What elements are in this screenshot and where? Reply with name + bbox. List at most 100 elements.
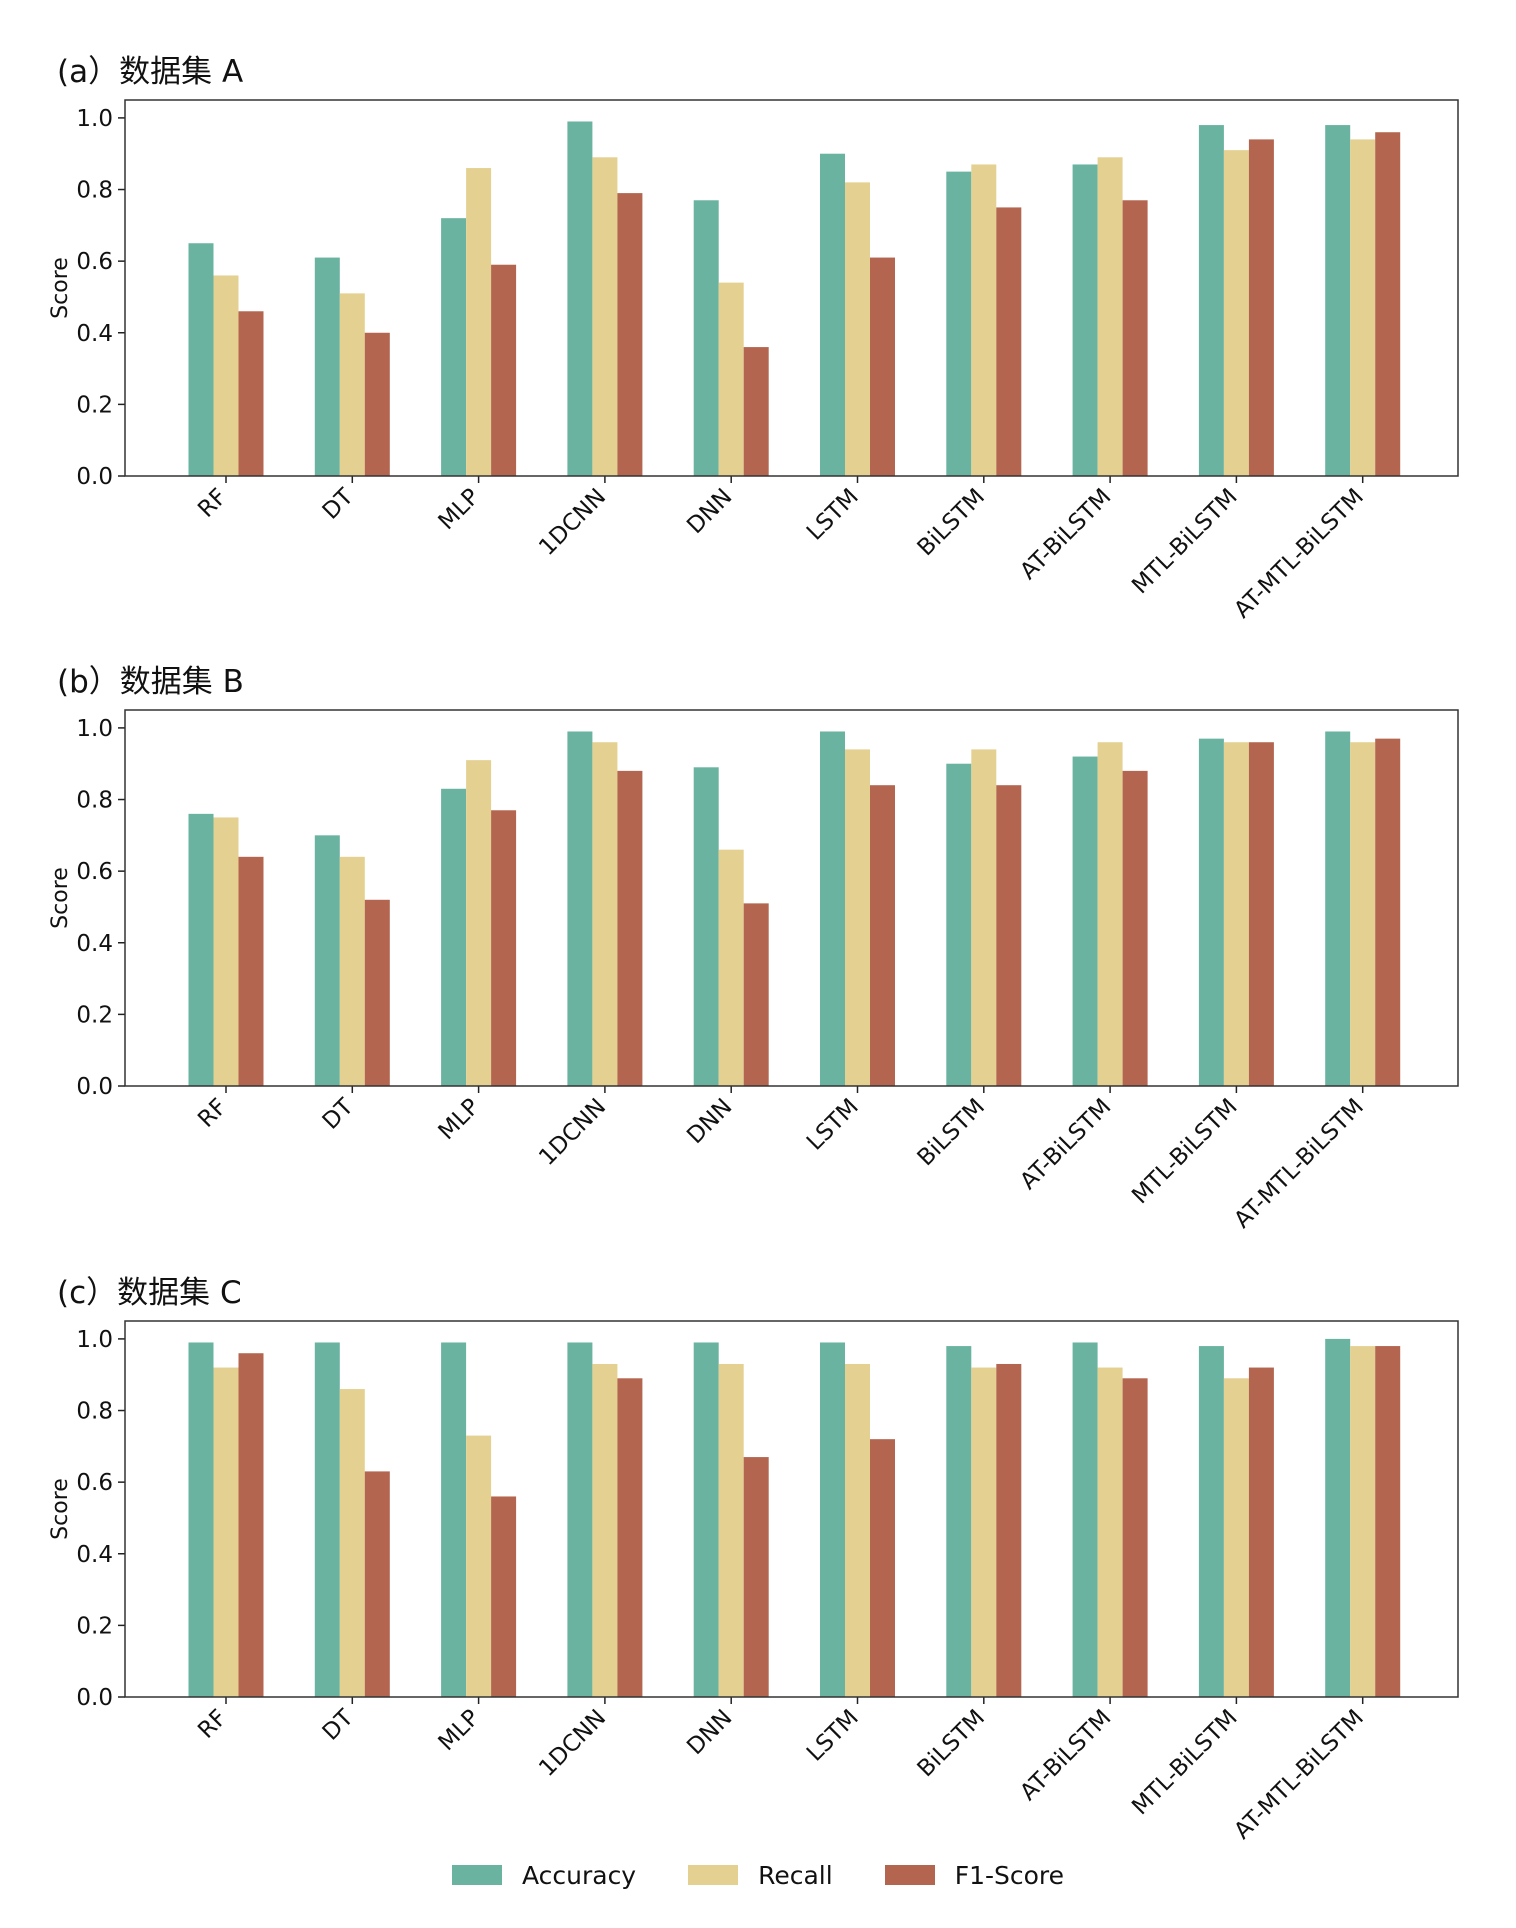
bar-f1-score-mlp[interactable] bbox=[491, 810, 517, 1086]
bar-recall-dnn[interactable] bbox=[718, 282, 744, 476]
bar-recall-rf[interactable] bbox=[213, 817, 239, 1086]
bar-f1-score-at-bilstm[interactable] bbox=[1122, 200, 1148, 476]
bar-f1-score-at-mtl-bilstm[interactable] bbox=[1375, 132, 1401, 476]
bar-accuracy-dnn[interactable] bbox=[693, 1342, 719, 1697]
bar-recall-dnn[interactable] bbox=[718, 1363, 744, 1697]
bar-f1-score-at-bilstm[interactable] bbox=[1122, 770, 1148, 1086]
bar-recall-lstm[interactable] bbox=[845, 182, 870, 476]
y-axis-label: Score bbox=[48, 867, 73, 929]
x-tick-label-mtl-bilstm: MTL-BiLSTM bbox=[1127, 1705, 1242, 1820]
bar-f1-score-dnn[interactable] bbox=[743, 347, 769, 476]
x-tick-label-at-bilstm: AT-BiLSTM bbox=[1015, 1705, 1116, 1806]
bar-f1-score-dt[interactable] bbox=[364, 899, 390, 1086]
bar-f1-score-mtl-bilstm[interactable] bbox=[1248, 1367, 1274, 1697]
bar-f1-score-rf[interactable] bbox=[238, 311, 264, 476]
bar-f1-score-lstm[interactable] bbox=[870, 785, 895, 1086]
bar-recall-mlp[interactable] bbox=[466, 1435, 492, 1697]
bar-f1-score-rf[interactable] bbox=[238, 1353, 264, 1697]
bar-f1-score-dt[interactable] bbox=[364, 332, 390, 476]
bar-recall-dnn[interactable] bbox=[718, 849, 744, 1086]
bar-f1-score-at-bilstm[interactable] bbox=[1122, 1378, 1148, 1697]
bar-accuracy-dnn[interactable] bbox=[693, 767, 719, 1086]
bar-accuracy-at-mtl-bilstm[interactable] bbox=[1325, 731, 1351, 1086]
x-tick-label-dt: DT bbox=[318, 483, 360, 525]
bar-recall-bilstm[interactable] bbox=[971, 749, 997, 1086]
bar-accuracy-mtl-bilstm[interactable] bbox=[1198, 738, 1224, 1086]
bar-accuracy-dt[interactable] bbox=[314, 257, 340, 476]
bar-recall-mlp[interactable] bbox=[466, 760, 492, 1086]
bar-recall-at-mtl-bilstm[interactable] bbox=[1350, 139, 1376, 476]
bar-accuracy-at-bilstm[interactable] bbox=[1072, 1342, 1098, 1697]
bar-accuracy-lstm[interactable] bbox=[820, 153, 845, 476]
bar-f1-score-bilstm[interactable] bbox=[996, 1363, 1022, 1697]
bar-accuracy-1dcnn[interactable] bbox=[567, 121, 593, 476]
bar-accuracy-rf[interactable] bbox=[188, 243, 214, 476]
bar-recall-1dcnn[interactable] bbox=[592, 742, 618, 1086]
bar-accuracy-mtl-bilstm[interactable] bbox=[1198, 125, 1224, 477]
bar-accuracy-dnn[interactable] bbox=[693, 200, 719, 476]
bar-accuracy-lstm[interactable] bbox=[820, 1342, 845, 1697]
bar-accuracy-mlp[interactable] bbox=[441, 788, 467, 1086]
bar-recall-mtl-bilstm[interactable] bbox=[1223, 150, 1249, 476]
bar-accuracy-at-mtl-bilstm[interactable] bbox=[1325, 1338, 1351, 1697]
bar-recall-at-mtl-bilstm[interactable] bbox=[1350, 742, 1376, 1086]
legend-item-f1-score[interactable]: F1-Score bbox=[884, 1861, 1064, 1890]
bar-accuracy-mlp[interactable] bbox=[441, 1342, 467, 1697]
bar-accuracy-1dcnn[interactable] bbox=[567, 731, 593, 1086]
bar-recall-mtl-bilstm[interactable] bbox=[1223, 1378, 1249, 1697]
bar-f1-score-lstm[interactable] bbox=[870, 257, 895, 476]
bar-recall-mlp[interactable] bbox=[466, 168, 492, 477]
bar-f1-score-1dcnn[interactable] bbox=[617, 770, 643, 1086]
bar-accuracy-rf[interactable] bbox=[188, 1342, 214, 1697]
bar-f1-score-1dcnn[interactable] bbox=[617, 1378, 643, 1697]
bar-recall-dt[interactable] bbox=[339, 856, 365, 1086]
bar-f1-score-bilstm[interactable] bbox=[996, 785, 1022, 1086]
bar-recall-lstm[interactable] bbox=[845, 1363, 870, 1697]
bar-f1-score-dnn[interactable] bbox=[743, 1457, 769, 1697]
bar-accuracy-at-mtl-bilstm[interactable] bbox=[1325, 125, 1351, 477]
bar-recall-at-mtl-bilstm[interactable] bbox=[1350, 1346, 1376, 1697]
bar-accuracy-mtl-bilstm[interactable] bbox=[1198, 1346, 1224, 1697]
bar-accuracy-bilstm[interactable] bbox=[946, 763, 972, 1086]
bar-accuracy-at-bilstm[interactable] bbox=[1072, 164, 1098, 476]
x-tick-label-mlp: MLP bbox=[434, 1705, 485, 1756]
bar-recall-1dcnn[interactable] bbox=[592, 1363, 618, 1697]
legend-item-recall[interactable]: Recall bbox=[688, 1861, 833, 1890]
bar-recall-rf[interactable] bbox=[213, 275, 239, 476]
bar-recall-bilstm[interactable] bbox=[971, 1367, 997, 1697]
bar-accuracy-bilstm[interactable] bbox=[946, 171, 972, 476]
bar-recall-1dcnn[interactable] bbox=[592, 157, 618, 477]
bar-recall-at-bilstm[interactable] bbox=[1097, 742, 1123, 1086]
bar-f1-score-at-mtl-bilstm[interactable] bbox=[1375, 738, 1401, 1086]
bar-accuracy-dt[interactable] bbox=[314, 835, 340, 1086]
bar-recall-rf[interactable] bbox=[213, 1367, 239, 1697]
bar-recall-mtl-bilstm[interactable] bbox=[1223, 742, 1249, 1086]
bar-f1-score-mtl-bilstm[interactable] bbox=[1248, 742, 1274, 1086]
bar-f1-score-mlp[interactable] bbox=[491, 1496, 517, 1697]
bar-recall-dt[interactable] bbox=[339, 293, 365, 476]
bar-accuracy-1dcnn[interactable] bbox=[567, 1342, 593, 1697]
bar-f1-score-at-mtl-bilstm[interactable] bbox=[1375, 1346, 1401, 1697]
bar-accuracy-mlp[interactable] bbox=[441, 218, 467, 476]
bar-recall-bilstm[interactable] bbox=[971, 164, 997, 476]
bar-accuracy-dt[interactable] bbox=[314, 1342, 340, 1697]
bar-recall-at-bilstm[interactable] bbox=[1097, 157, 1123, 477]
bar-accuracy-bilstm[interactable] bbox=[946, 1346, 972, 1697]
bar-recall-at-bilstm[interactable] bbox=[1097, 1367, 1123, 1697]
chart-title: (a）数据集 A bbox=[57, 54, 243, 90]
legend-label-accuracy: Accuracy bbox=[521, 1860, 637, 1890]
bar-f1-score-mlp[interactable] bbox=[491, 264, 517, 476]
bar-recall-dt[interactable] bbox=[339, 1389, 365, 1697]
bar-f1-score-dnn[interactable] bbox=[743, 903, 769, 1086]
bar-f1-score-rf[interactable] bbox=[238, 856, 264, 1086]
bar-f1-score-mtl-bilstm[interactable] bbox=[1248, 139, 1274, 476]
bar-f1-score-1dcnn[interactable] bbox=[617, 193, 643, 476]
bar-f1-score-bilstm[interactable] bbox=[996, 207, 1022, 476]
legend-item-accuracy[interactable]: Accuracy bbox=[451, 1860, 637, 1890]
bar-f1-score-lstm[interactable] bbox=[870, 1439, 895, 1697]
bar-recall-lstm[interactable] bbox=[845, 749, 870, 1086]
bar-accuracy-lstm[interactable] bbox=[820, 731, 845, 1086]
bar-accuracy-at-bilstm[interactable] bbox=[1072, 756, 1098, 1086]
bar-f1-score-dt[interactable] bbox=[364, 1471, 390, 1697]
bar-accuracy-rf[interactable] bbox=[188, 813, 214, 1086]
